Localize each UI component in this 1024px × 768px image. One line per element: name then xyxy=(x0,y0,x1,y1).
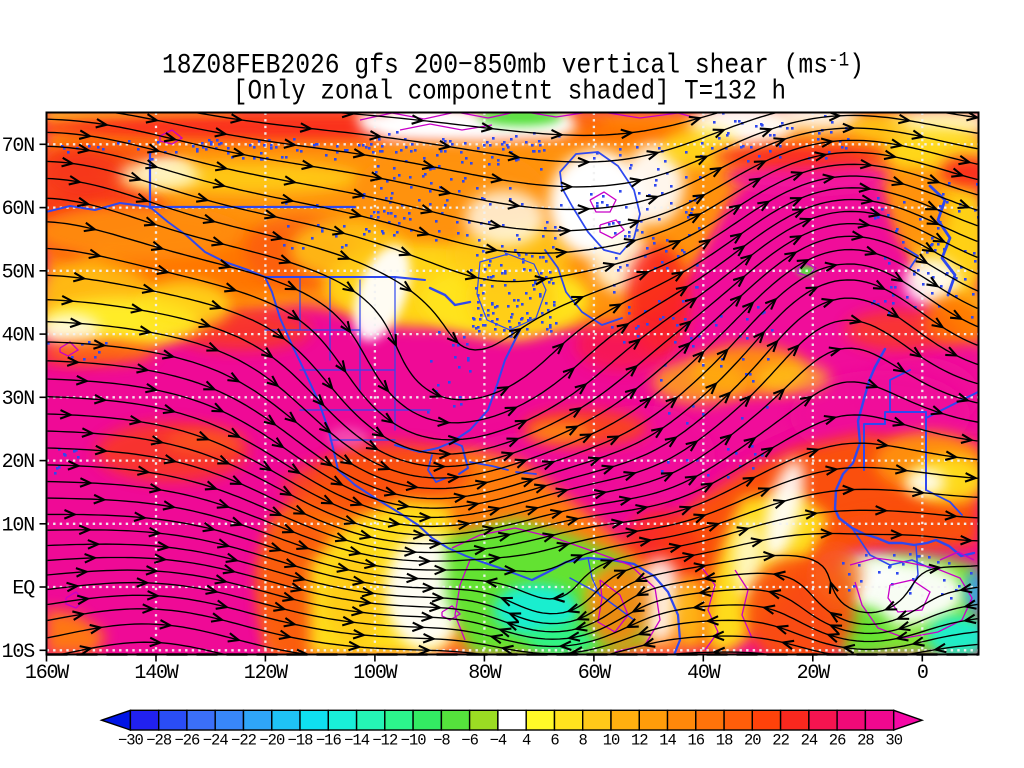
svg-text:−12: −12 xyxy=(372,732,398,750)
svg-text:−10: −10 xyxy=(401,732,427,750)
svg-text:120W: 120W xyxy=(244,662,288,685)
svg-text:−16: −16 xyxy=(316,732,342,750)
svg-text:8: 8 xyxy=(579,732,588,750)
svg-text:−24: −24 xyxy=(203,732,229,750)
svg-text:−18: −18 xyxy=(288,732,314,750)
svg-text:40N: 40N xyxy=(2,325,35,348)
svg-text:14: 14 xyxy=(659,732,676,750)
svg-text:26: 26 xyxy=(829,732,846,750)
svg-text:100W: 100W xyxy=(353,662,397,685)
svg-text:10N: 10N xyxy=(2,514,35,537)
svg-text:−28: −28 xyxy=(146,732,172,750)
svg-text:6: 6 xyxy=(550,732,559,750)
svg-text:140W: 140W xyxy=(134,662,178,685)
svg-text:30: 30 xyxy=(885,732,902,750)
svg-text:−6: −6 xyxy=(461,732,478,750)
svg-text:−22: −22 xyxy=(231,732,257,750)
svg-text:−26: −26 xyxy=(174,732,200,750)
svg-text:24: 24 xyxy=(801,732,818,750)
svg-text:30N: 30N xyxy=(2,388,35,411)
svg-text:18: 18 xyxy=(716,732,733,750)
svg-text:20: 20 xyxy=(744,732,761,750)
svg-text:10: 10 xyxy=(603,732,620,750)
svg-text:12: 12 xyxy=(631,732,648,750)
svg-text:60W: 60W xyxy=(578,662,612,685)
svg-text:10S: 10S xyxy=(2,641,36,664)
svg-text:−4: −4 xyxy=(490,732,507,750)
svg-text:22: 22 xyxy=(772,732,789,750)
svg-text:70N: 70N xyxy=(2,135,35,158)
svg-text:16: 16 xyxy=(687,732,704,750)
svg-text:50N: 50N xyxy=(2,261,35,284)
svg-text:28: 28 xyxy=(857,732,874,750)
svg-text:−20: −20 xyxy=(259,732,285,750)
svg-text:4: 4 xyxy=(522,732,531,750)
svg-text:−14: −14 xyxy=(344,732,370,750)
svg-text:18Z08FEB2026 gfs 200−850mb ver: 18Z08FEB2026 gfs 200−850mb vertical shea… xyxy=(162,50,864,82)
svg-text:80W: 80W xyxy=(468,662,502,685)
svg-text:40W: 40W xyxy=(687,662,721,685)
svg-text:[Only zonal componetnt shaded]: [Only zonal componetnt shaded] T=132 h xyxy=(233,77,786,108)
svg-text:−8: −8 xyxy=(433,732,450,750)
svg-text:160W: 160W xyxy=(25,662,69,685)
svg-text:60N: 60N xyxy=(2,198,35,221)
svg-text:EQ: EQ xyxy=(12,578,35,601)
svg-text:20N: 20N xyxy=(2,451,35,474)
svg-text:20W: 20W xyxy=(797,662,831,685)
svg-text:0: 0 xyxy=(917,662,928,685)
svg-text:−30: −30 xyxy=(118,732,144,750)
